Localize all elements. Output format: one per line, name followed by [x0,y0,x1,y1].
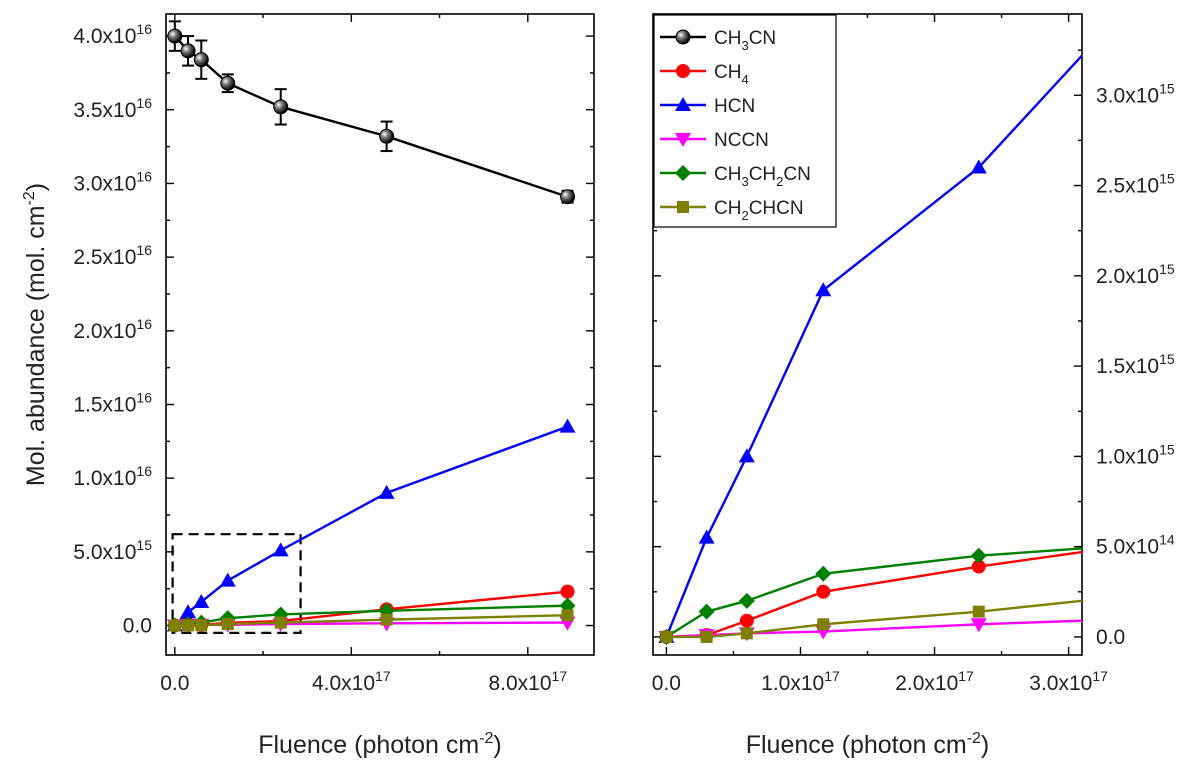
data-point-hcn [378,484,395,499]
data-point-ch4 [816,584,831,599]
legend-item: NCCN [660,130,769,151]
series-line-ch2chcn [666,599,1082,639]
data-point-ch2chcn [195,619,208,632]
right-panel: 0.0 1.0x1017 2.0x1017 3.0x1017 0.0 5.0x1014 1.… [652,13,1175,759]
data-point-hcn [738,448,755,463]
data-point-hcn [219,572,236,587]
legend-marker [675,133,691,147]
data-point-ch3ch2cn [698,603,715,620]
y-tick-label: 2.5x1015 [1096,171,1175,198]
legend-marker [676,64,690,78]
x-tick-label: 0.0 [652,672,681,695]
y-tick-label: 3.5x1016 [73,95,152,122]
y-tick-label: 0.0 [1096,626,1125,649]
legend-label: NCCN [714,130,769,151]
data-point-ch2chcn [700,630,713,643]
data-point-ch2chcn [380,613,393,626]
y-tick-label: 2.5x1016 [73,242,152,269]
series-line-ch3cn [173,35,568,198]
legend-marker [675,97,691,111]
x-tick-label: 3.0x1017 [1029,668,1108,695]
legend-item: CH3CH2CN [660,164,811,189]
legend-marker [677,201,689,213]
data-point-ch3cn [560,189,576,205]
data-point-ch3ch2cn [815,565,832,582]
series-line-ch3ch2cn [665,547,1082,638]
x-axis-label: Fluence (photon cm-2) [746,730,990,759]
data-point-ch3cn [193,52,209,68]
legend-item: HCN [660,96,755,117]
y-tick-label: 5.0x1014 [1096,532,1175,559]
data-point-ch3cn [180,43,196,59]
data-point-hcn [193,593,210,608]
y-tick-label: 4.0x1016 [73,21,152,48]
data-point-hcn [815,282,832,297]
legend-marker [675,165,691,181]
legend-label: CH4 [714,62,749,87]
data-point-ch3cn [379,128,395,144]
left-panel: 0.0 4.0x1017 8.0x1017 0.0 5.0x1015 1.0x1016 1.… [21,13,595,759]
data-point-nccn [970,618,987,633]
legend-label: CH3CN [714,28,776,53]
legend-item: CH2CHCN [660,198,804,223]
legend-box [653,14,837,228]
data-point-ch3ch2cn [970,547,987,564]
data-point-ch4 [739,613,754,628]
data-point-ch2chcn [182,619,195,632]
data-point-ch2chcn [221,618,234,631]
data-point-ch4 [971,559,986,574]
data-point-ch4 [560,584,575,599]
y-tick-label: 5.0x1015 [73,537,152,564]
data-point-hcn [180,604,197,619]
data-point-ch2chcn [274,616,287,629]
y-axis-label: Mol. abundance (mol. cm-2) [21,183,50,486]
legend-item: CH3CN [660,28,776,53]
x-tick-label: 4.0x1017 [312,668,391,695]
y-tick-label: 1.0x1015 [1096,441,1175,468]
legend-label: HCN [714,96,755,117]
data-point-ch2chcn [972,605,985,618]
legend-item: CH4 [660,62,749,87]
data-point-ch2chcn [561,609,574,622]
y-tick-label: 1.0x1016 [73,463,152,490]
legend-marker [675,29,691,45]
y-tick-label: 1.5x1016 [73,389,152,416]
legend-label: CH3CH2CN [714,164,811,189]
y-tick-label: 0.0 [123,615,152,638]
data-point-ch3cn [167,28,183,44]
series-line-hcn [173,425,568,627]
zoom-box [171,533,302,634]
data-point-ch2chcn [660,630,673,643]
data-point-hcn [272,542,289,557]
legend-label: CH2CHCN [714,198,804,223]
data-point-ch3cn [273,99,289,115]
y-tick-label: 2.0x1016 [73,316,152,343]
plot-area [166,20,576,634]
series-line-ch4 [666,550,1082,639]
data-point-hcn [559,418,576,433]
series-line-nccn [666,619,1082,639]
x-axis-label: Fluence (photon cm-2) [258,730,502,759]
data-point-ch3ch2cn [738,592,755,609]
data-point-hcn [970,159,987,174]
x-tick-label: 1.0x1017 [761,668,840,695]
plot-area [658,54,1082,645]
legend: CH3CN CH4 HCN NCCN CH3CH2CN CH2CHCN [653,14,837,228]
plot-frame [165,13,595,656]
data-point-ch3cn [220,75,236,91]
data-point-ch2chcn [740,627,753,640]
y-tick-label: 2.0x1015 [1096,261,1175,288]
x-tick-label: 0.0 [160,672,189,695]
y-tick-label: 1.5x1015 [1096,351,1175,378]
data-point-ch2chcn [817,618,830,631]
x-tick-label: 8.0x1017 [488,668,567,695]
y-tick-label: 3.0x1016 [73,168,152,195]
x-tick-label: 2.0x1017 [895,668,974,695]
series-line-hcn [665,54,1082,638]
y-tick-label: 3.0x1015 [1096,80,1175,107]
data-point-hcn [698,529,715,544]
data-point-ch2chcn [168,619,181,632]
